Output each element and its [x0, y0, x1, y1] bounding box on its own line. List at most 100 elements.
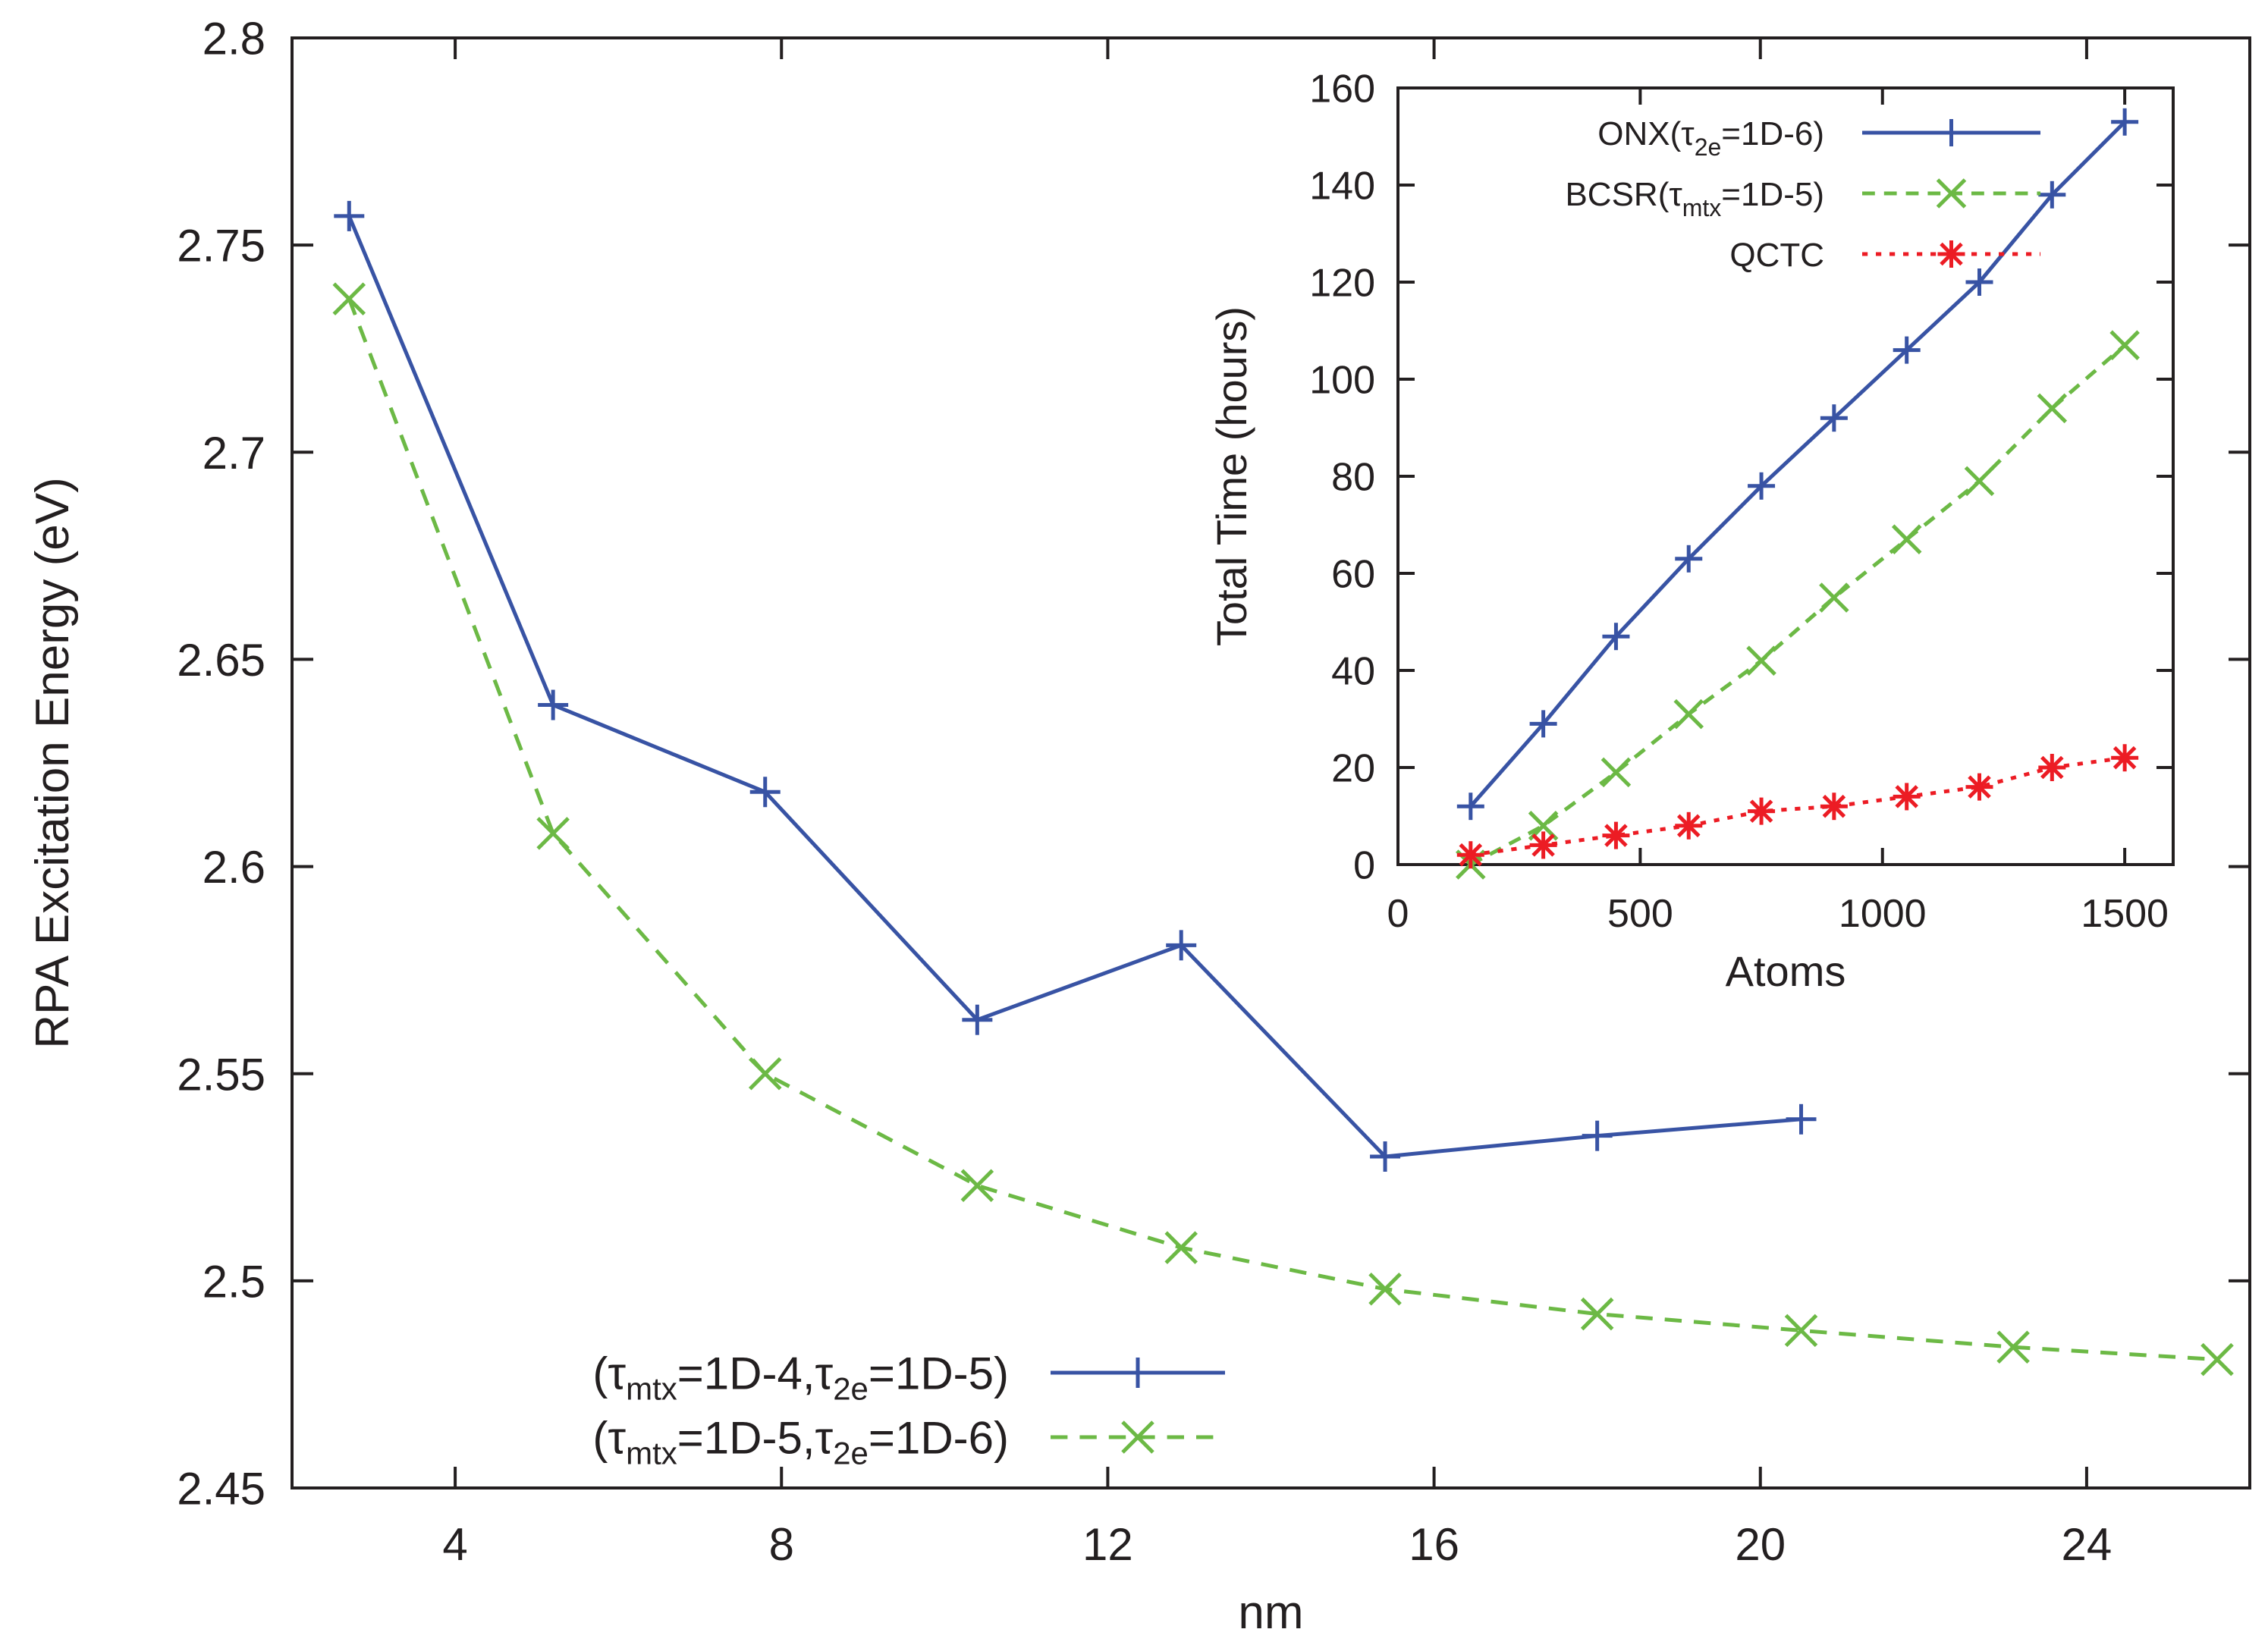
main-legend-label-1: (τmtx=1D-5,τ2e=1D-6) [592, 1413, 1009, 1471]
inset-x-tick-label-0: 0 [1387, 892, 1409, 936]
inset-legend-label-0-part-1: 2e [1695, 133, 1722, 161]
inset-series-1-point-2-d2 [1600, 757, 1632, 788]
inset-series-0-point-2 [1602, 623, 1630, 651]
inset-series-2-point-2 [1602, 821, 1630, 849]
main-legend-label-0-part-4: =1D-5) [869, 1348, 1009, 1399]
inset-series-1-point-8-d2 [2037, 393, 2068, 424]
inset-series-1-point-6-d2 [1891, 524, 1922, 554]
main-plot-frame [291, 36, 2251, 1489]
main-y-tick-label-5: 2.7 [203, 428, 265, 479]
main-series-1-point-5 [1368, 1273, 1402, 1306]
main-series-1-point-2 [748, 1056, 782, 1091]
main-y-tick-label-7: 2.8 [203, 14, 265, 64]
inset-legend-marker-2 [1937, 240, 1965, 268]
inset-legend-label-1: BCSR(τmtx=1D-5) [1565, 176, 1824, 221]
inset-series-2-point-8-d2 [2040, 755, 2064, 780]
inset-series-1-point-9-d2 [2109, 330, 2140, 360]
inset-series-0-point-0 [1456, 793, 1484, 821]
inset-series-2-point-3 [1675, 811, 1703, 840]
main-series-1-point-8 [1996, 1330, 2030, 1364]
inset-legend-label-0-part-0: ONX(τ [1597, 115, 1695, 152]
inset-legend-marker-0 [1937, 119, 1965, 146]
main-legend-marker-0 [1123, 1358, 1153, 1388]
inset-series-0-line [1469, 121, 2126, 808]
main-series-1-point-4-d2 [1164, 1231, 1198, 1264]
main-series-0-point-1 [538, 689, 569, 720]
inset-series-1-point-2 [1600, 757, 1632, 788]
inset-series-2-point-2-d2 [1604, 824, 1628, 847]
inset-legend-marker-1-d2 [1936, 178, 1967, 209]
inset-y-tick-label-1: 20 [1331, 747, 1375, 791]
main-series-1-point-3 [960, 1169, 994, 1202]
main-x-tick-label-0: 4 [442, 1519, 467, 1570]
main-series-1-point-1 [536, 817, 570, 850]
inset-series-2-point-7-d2 [1968, 775, 1991, 799]
inset-series-1-point-4-d2 [1746, 645, 1776, 676]
main-legend-label-1-part-2: =1D-5,τ [677, 1413, 834, 1464]
inset-series-2-point-1 [1529, 831, 1557, 859]
main-series-1-point-8-d2 [1996, 1330, 2030, 1364]
inset-legend-marker-1 [1936, 178, 1967, 209]
main-x-tick-label-3: 16 [1409, 1519, 1459, 1570]
main-series-0-point-4 [1166, 930, 1197, 961]
main-series-1-point-6-d2 [1580, 1297, 1614, 1331]
main-series-0-point-7 [1786, 1103, 1817, 1135]
main-series-1-point-5-d2 [1368, 1273, 1402, 1306]
main-legend-marker-1-d2 [1121, 1420, 1154, 1454]
inset-series-0-point-9 [2111, 108, 2139, 136]
inset-series-1-point-5-d2 [1819, 582, 1849, 613]
main-series-1-line [347, 298, 2218, 1362]
inset-x-tick-label-1: 500 [1607, 892, 1673, 936]
inset-legend-marker-2-d2 [1940, 242, 1963, 266]
main-series-1-point-1-d2 [536, 817, 570, 850]
main-y-tick-label-1: 2.5 [203, 1256, 265, 1307]
main-chart: 4 8 12 16 20 24 2.45 2.5 2.55 2.6 2.65 2.7 2.75 2.8 nm… [27, 14, 2251, 1639]
main-y-tick-label-6: 2.75 [177, 221, 265, 272]
main-y-axis-title: RPA Excitation Energy (eV) [27, 477, 79, 1049]
inset-y-tick-label-2: 40 [1331, 650, 1375, 694]
inset-series-0-point-8 [2038, 180, 2066, 209]
main-legend-label-0: (τmtx=1D-4,τ2e=1D-5) [592, 1348, 1009, 1407]
inset-series-0-point-1 [1529, 710, 1557, 738]
main-series-1-point-9 [2200, 1342, 2234, 1376]
main-x-tick-label-2: 12 [1082, 1519, 1133, 1570]
main-legend-marker-1 [1121, 1420, 1154, 1454]
inset-series-2-point-0-d2 [1459, 843, 1483, 867]
main-x-axis-title: nm [1238, 1587, 1303, 1639]
main-y-tick-label-4: 2.65 [177, 635, 265, 686]
inset-series-0 [1456, 108, 2139, 821]
main-series-1-point-0-d2 [332, 282, 366, 315]
main-legend-label-1-part-3: 2e [833, 1436, 869, 1471]
inset-series-1-point-4 [1746, 645, 1776, 676]
inset-plot-bg [1398, 88, 2173, 865]
inset-x-tick-label-3: 1500 [2081, 892, 2169, 936]
inset-series-2-point-6 [1893, 783, 1921, 811]
main-series-1-point-2-d2 [748, 1056, 782, 1091]
main-legend-label-1-part-0: (τ [592, 1413, 626, 1464]
inset-series-0-point-7 [1965, 268, 1993, 296]
inset-series-2-point-9 [2111, 744, 2139, 772]
main-x-tick-label-4: 20 [1735, 1519, 1786, 1570]
main-series-1 [332, 282, 2234, 1376]
main-x-tick-label-1: 8 [769, 1519, 794, 1570]
main-series-0-point-6 [1582, 1120, 1613, 1151]
inset-series-2 [1456, 744, 2139, 869]
main-legend-label-1-part-4: =1D-6) [869, 1413, 1009, 1464]
inset-series-2-point-0 [1456, 841, 1484, 869]
inset-y-tick-label-3: 60 [1331, 553, 1375, 597]
inset-series-1-point-8 [2037, 393, 2068, 424]
main-series-0 [334, 200, 1817, 1172]
inset-y-tick-label-6: 120 [1309, 262, 1375, 306]
inset-series-1-point-3-d2 [1673, 698, 1704, 730]
inset-legend-label-1-part-1: mtx [1682, 194, 1722, 221]
main-x-tick-label-5: 24 [2062, 1519, 2113, 1570]
main-series-1-point-3-d2 [960, 1169, 994, 1202]
main-series-1-point-6 [1580, 1297, 1614, 1331]
inset-y-axis-title: Total Time (hours) [1208, 306, 1255, 646]
inset-series-1-point-7-d2 [1964, 466, 1995, 497]
inset-series-1-point-9 [2109, 330, 2140, 360]
inset-series-1-point-6 [1891, 524, 1922, 554]
inset-series-1-point-5 [1819, 582, 1849, 613]
